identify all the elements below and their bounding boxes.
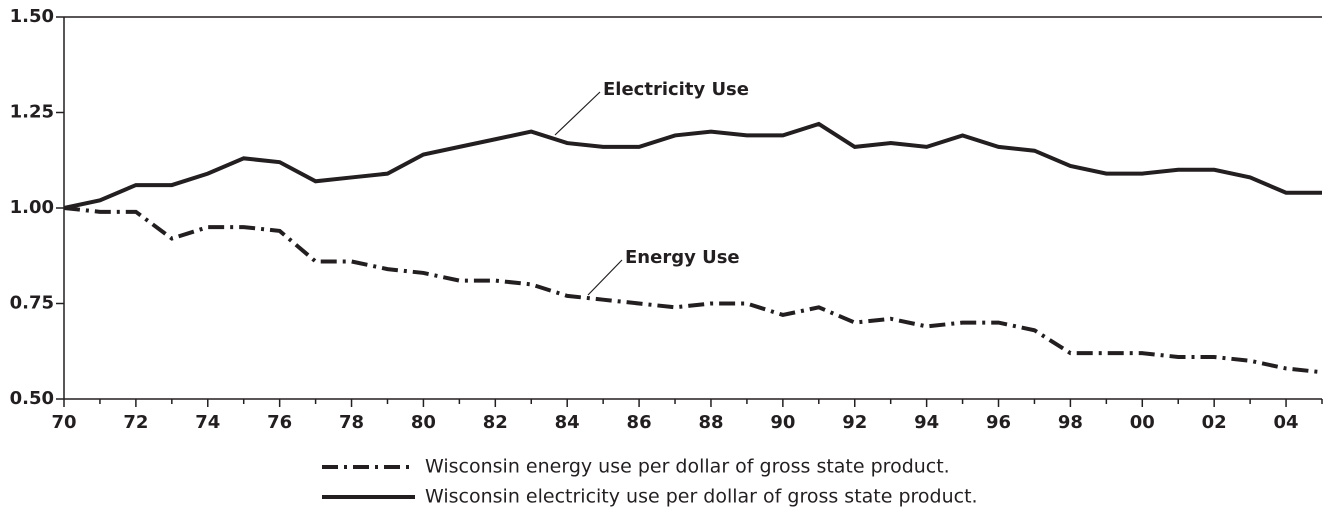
annotation-leader <box>554 91 601 136</box>
y-tick-label: 1.00 <box>10 197 54 218</box>
x-tick-label: 04 <box>1274 412 1299 433</box>
x-tick-label: 92 <box>842 412 867 433</box>
y-tick-label: 0.50 <box>10 388 54 409</box>
x-tick-label: 00 <box>1130 412 1155 433</box>
x-tick-label: 72 <box>123 412 148 433</box>
x-tick-label: 98 <box>1058 412 1083 433</box>
x-tick-label: 82 <box>483 412 508 433</box>
x-tick-label: 78 <box>339 412 364 433</box>
x-tick-label: 74 <box>195 412 220 433</box>
x-tick-label: 76 <box>267 412 292 433</box>
annotation: Energy Use <box>625 247 740 268</box>
x-tick-label: 96 <box>986 412 1011 433</box>
legend-label: Wisconsin energy use per dollar of gross… <box>425 456 950 478</box>
x-tick-label: 88 <box>698 412 723 433</box>
annotation-leader <box>587 259 623 296</box>
x-tick-label: 86 <box>627 412 652 433</box>
x-tick-label: 70 <box>51 412 76 433</box>
series-line <box>63 121 1322 210</box>
x-tick-label: 02 <box>1202 412 1227 433</box>
x-tick-label: 80 <box>411 412 436 433</box>
x-tick-label: 84 <box>555 412 580 433</box>
y-tick-label: 1.25 <box>10 102 54 123</box>
legend-label: Wisconsin electricity use per dollar of … <box>425 486 978 508</box>
x-tick-label: 94 <box>914 412 939 433</box>
y-tick-label: 1.50 <box>10 6 54 27</box>
x-tick-label: 90 <box>770 412 795 433</box>
y-tick-label: 0.75 <box>10 293 54 314</box>
series-line <box>63 206 1323 375</box>
annotation: Electricity Use <box>603 79 749 100</box>
